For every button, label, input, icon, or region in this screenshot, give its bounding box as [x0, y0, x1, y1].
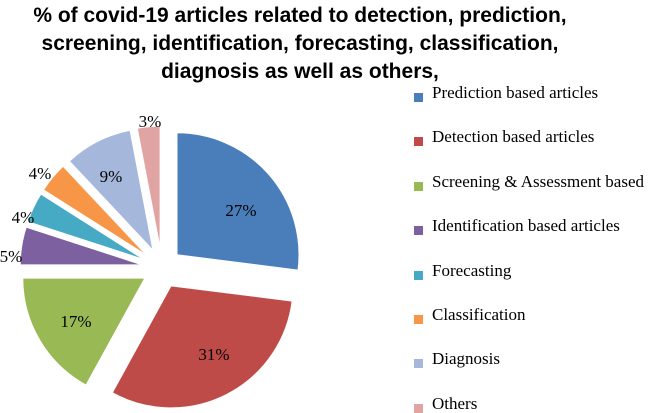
data-label: 4%: [12, 208, 35, 227]
legend-swatch: [414, 226, 423, 235]
data-label: 5%: [0, 247, 22, 266]
legend-label: Diagnosis: [432, 349, 500, 368]
data-label: 9%: [100, 167, 123, 186]
legend-label: Others: [432, 394, 478, 413]
data-label: 17%: [60, 312, 91, 331]
data-label: 3%: [139, 112, 162, 131]
legend-label: Classification: [432, 305, 526, 324]
pie-slice: [42, 165, 147, 256]
legend-label: Detection based articles: [432, 127, 595, 146]
legend-swatch: [414, 137, 423, 146]
pie-slice: [136, 125, 161, 249]
legend-swatch: [414, 315, 423, 324]
legend-label: Forecasting: [432, 261, 512, 280]
pie-slice: [27, 193, 145, 260]
legend-label: Screening & Assessment based: [432, 172, 644, 191]
pie-slice: [111, 285, 293, 409]
data-label: 27%: [225, 201, 256, 220]
chart-title: % of covid-19 articles related to detect…: [33, 4, 567, 83]
legend-label: Identification based articles: [432, 216, 620, 235]
pie-slice: [19, 226, 143, 266]
data-label: 31%: [198, 345, 229, 364]
legend-swatch: [414, 182, 423, 191]
pie-slice: [176, 132, 300, 271]
legend-swatch: [414, 271, 423, 280]
legend-swatch: [414, 359, 423, 368]
pie-slice: [22, 277, 146, 386]
legend-swatch: [414, 404, 423, 413]
pie-slice: [68, 129, 154, 252]
legend-swatch: [414, 93, 423, 102]
legend-label: Prediction based articles: [432, 83, 599, 102]
data-label: 4%: [29, 164, 52, 183]
